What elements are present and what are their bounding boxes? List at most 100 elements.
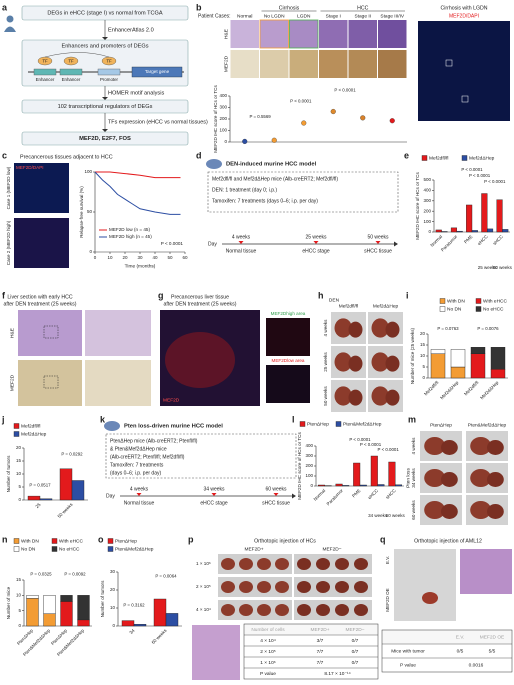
he-image (460, 549, 512, 594)
tf-label: TF (42, 59, 48, 64)
roi (445, 59, 453, 67)
arrow-head (102, 37, 108, 40)
flow-box (21, 131, 189, 146)
x-tick-label: 60 weeks (151, 627, 169, 645)
arrow-head (102, 129, 108, 132)
liver (257, 581, 271, 593)
liver (297, 558, 311, 570)
liver (335, 581, 349, 593)
element-label: Target gene (145, 69, 170, 74)
legend-label: Mef2dfl/fl (21, 423, 40, 429)
protocol-line: Tamoxifen: 7 treatments (days 0–6; i.p. … (212, 198, 318, 204)
y-tick-label: 10 (16, 471, 22, 476)
liver (221, 558, 235, 570)
if-image (266, 365, 310, 403)
ihc-image (18, 360, 82, 406)
liver (385, 321, 400, 338)
model-title: DEN-induced murine HCC model (226, 162, 317, 168)
stain-label: MEF2D/DAPI (16, 165, 44, 170)
he-image (192, 625, 240, 680)
flow-step: MEF2D, E2F7, FOS (79, 136, 131, 142)
he-image (18, 310, 82, 356)
y-tick-label: 0 (89, 249, 92, 254)
loop-arrow (44, 52, 110, 58)
panel-letter: b (196, 2, 202, 12)
bar-segment (60, 595, 73, 602)
flow-step: 102 transcriptional regulators of DEGs (58, 104, 153, 110)
panel-title: after DEN treatment (25 weeks) (164, 301, 237, 307)
x-tick-label: Mef2dfl/fl (423, 380, 439, 396)
model-title: Pten loss-driven murine HCC model (124, 424, 223, 430)
survival-line (94, 171, 181, 215)
row-label: 60 weeks (411, 500, 416, 520)
group-label: 34 weeks (368, 513, 388, 518)
y-tick-label: 100 (305, 473, 313, 478)
liver (470, 469, 492, 487)
x-tick-label: 20 (122, 255, 128, 260)
liver (371, 318, 389, 338)
panel-letter: q (380, 534, 386, 544)
stain-label: MEF2D/DAPI (449, 13, 479, 19)
liver (470, 501, 492, 519)
row-label: Case 2 (MEF2D high) (6, 220, 11, 265)
column-header: Mef2dΔHep (373, 303, 399, 309)
tf-label: TF (106, 59, 112, 64)
inset-label: MEF2Dlow area (272, 358, 305, 363)
table-cell: 8.17 × 10⁻¹⁴ (324, 671, 350, 677)
x-tick-label: Mef2dfl/fl (463, 380, 479, 396)
liver (348, 389, 363, 406)
panel-letter: c (2, 150, 7, 160)
y-tick-label: 10 (110, 605, 116, 610)
y-tick-label: 5 (422, 364, 425, 369)
liver (257, 558, 271, 570)
x-tick-label: Normal (429, 234, 443, 248)
y-tick-label: 300 (305, 453, 313, 458)
bar (502, 229, 509, 233)
group-header: Cirrhosis (279, 5, 300, 11)
y-tick-label: 100 (423, 219, 431, 224)
x-tick-label: 10 (107, 255, 113, 260)
bar-segment (470, 353, 486, 379)
y-tick-label: 5 (18, 484, 21, 489)
protocol-line: & Pten&Mef2dΔHep mice (110, 446, 167, 452)
y-tick-label: 10 (16, 593, 22, 598)
liver (354, 581, 368, 593)
x-tick-label: sHCC (492, 233, 505, 246)
element-label: Enhancer (62, 77, 81, 82)
legend-swatch (335, 421, 342, 427)
y-tick-label: 100 (84, 169, 92, 174)
legend-label: Mef2dfl/fl (429, 155, 448, 161)
table-header-bg (382, 630, 512, 644)
table-cell: 7/7 (317, 649, 324, 655)
mouse-icon (104, 421, 120, 431)
he-image (319, 20, 348, 48)
annotation: P < 0.0001 (484, 179, 506, 184)
timeline-label: Day (208, 241, 217, 247)
flow-step: DEGs in eHCC (stage I) vs normal from TC… (47, 10, 162, 16)
liver (257, 604, 271, 616)
ihc-image (289, 50, 318, 78)
legend-label: PtenΔHep (115, 538, 137, 544)
table-cell: 1 × 10⁶ (260, 660, 275, 666)
y-axis-label: Number of mice (25 weeks) (410, 327, 415, 384)
row-label: MEF2D (9, 374, 15, 391)
panel-letter: m (408, 414, 416, 424)
time-label: 25 weeks (305, 234, 327, 240)
annotation: P < 0.0001 (461, 167, 483, 172)
liver (316, 558, 330, 570)
liver-photo (218, 577, 292, 597)
panel-title: after DEN treatment (25 weeks) (4, 301, 77, 307)
liver (424, 501, 446, 519)
x-tick-label: 30 (137, 255, 143, 260)
person-icon (4, 26, 16, 32)
column-header: PtenΔHep (430, 422, 452, 428)
bar (395, 484, 403, 487)
tissue-glow (165, 332, 235, 388)
x-tick-label: 40 (152, 255, 158, 260)
row-label: 2 × 10⁵ (196, 584, 211, 589)
bar-segment (490, 369, 506, 379)
flow-step: EnhancerAtlas 2.0 (108, 27, 154, 33)
y-tick-label: 100 (219, 128, 227, 133)
panel-letter: h (318, 290, 324, 300)
